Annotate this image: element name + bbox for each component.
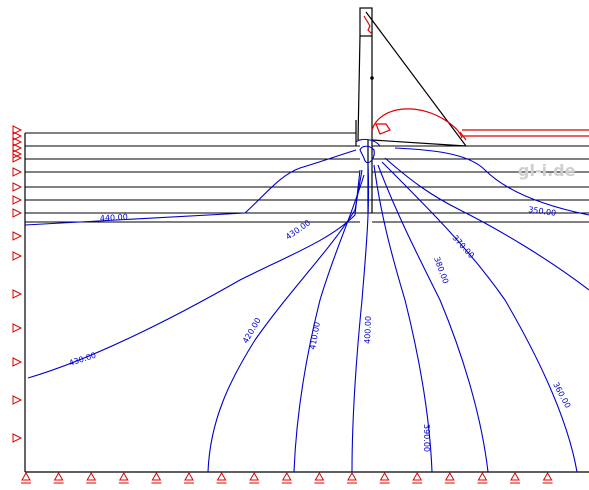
contour-380 xyxy=(378,165,488,472)
triangle-up-support-icon xyxy=(86,473,96,483)
contour-label: 360.00 xyxy=(551,381,572,410)
triangle-right-support-icon xyxy=(13,396,21,404)
contour-label: 370.00 xyxy=(451,233,476,260)
contour-label: 400.00 xyxy=(363,316,373,344)
contour-label: 380.00 xyxy=(432,256,450,285)
triangle-up-support-icon xyxy=(347,473,357,483)
triangle-right-support-icon xyxy=(13,434,21,442)
contour-labels: 440.00 430.00 430.00 420.00 410.00 400.0… xyxy=(68,205,572,452)
triangle-up-support-icon xyxy=(510,473,520,483)
contour-420 xyxy=(208,170,362,472)
triangle-up-support-icon xyxy=(151,473,161,483)
equipotential-lines xyxy=(25,139,589,472)
contour-label: 440.00 xyxy=(100,213,128,223)
watermark-text: gl-i.de xyxy=(518,161,576,180)
triangle-right-support-icon xyxy=(13,209,21,217)
triangle-up-support-icon xyxy=(249,473,259,483)
triangle-right-support-icon xyxy=(13,252,21,260)
triangle-up-support-icon xyxy=(21,473,31,483)
triangle-right-support-icon xyxy=(13,183,21,191)
triangle-up-support-icon xyxy=(477,473,487,483)
contour-label: 390.00 xyxy=(422,424,431,452)
triangle-right-support-icon xyxy=(13,358,21,366)
triangle-up-support-icon xyxy=(119,473,129,483)
triangle-up-support-icon xyxy=(184,473,194,483)
dam-structure xyxy=(356,8,466,213)
triangle-up-support-icon xyxy=(543,473,553,483)
contour-label: 350.00 xyxy=(528,205,557,218)
triangle-up-support-icon xyxy=(380,473,390,483)
triangle-right-support-icon xyxy=(13,232,21,240)
triangle-up-support-icon xyxy=(412,473,422,483)
contour-label: 420.00 xyxy=(241,316,263,345)
triangle-up-support-icon xyxy=(54,473,64,483)
contour-label: 430.00 xyxy=(68,351,97,368)
triangle-up-support-icon xyxy=(314,473,324,483)
triangle-up-support-icon xyxy=(217,473,227,483)
triangle-right-support-icon xyxy=(13,290,21,298)
triangle-up-support-icon xyxy=(282,473,292,483)
contour-label: 410.00 xyxy=(308,321,322,350)
triangle-right-support-icon xyxy=(13,324,21,332)
triangle-right-support-icon xyxy=(13,196,21,204)
soil-layer-lines xyxy=(25,133,589,222)
model-boundary xyxy=(25,133,589,472)
triangle-right-support-icon xyxy=(13,168,21,176)
left-boundary-supports xyxy=(13,126,21,442)
bottom-boundary-supports xyxy=(21,473,553,483)
phreatic-line xyxy=(364,16,589,140)
triangle-right-support-icon xyxy=(13,154,21,162)
triangle-up-support-icon xyxy=(445,473,455,483)
